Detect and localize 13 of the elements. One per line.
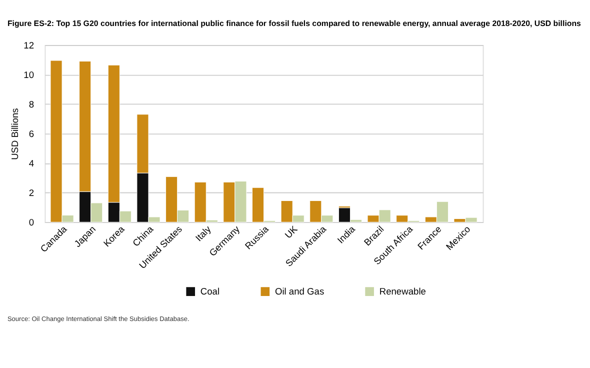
y-tick-label: 2 — [28, 188, 34, 198]
y-tick-label: 10 — [24, 70, 34, 80]
legend-label: Renewable — [379, 286, 426, 296]
y-tick-label: 4 — [28, 158, 34, 168]
x-tick-label: UK — [283, 224, 300, 240]
y-tick-label: 0 — [28, 217, 34, 228]
y-tick-label: 6 — [28, 128, 34, 139]
x-tick-label: Italy — [194, 224, 214, 244]
y-tick-label: 8 — [28, 99, 34, 110]
y-axis-title: USD Billions — [10, 108, 20, 160]
legend-label: Oil and Gas — [274, 286, 324, 296]
y-tick-label: 12 — [24, 40, 34, 50]
legend-label: Coal — [200, 286, 220, 296]
